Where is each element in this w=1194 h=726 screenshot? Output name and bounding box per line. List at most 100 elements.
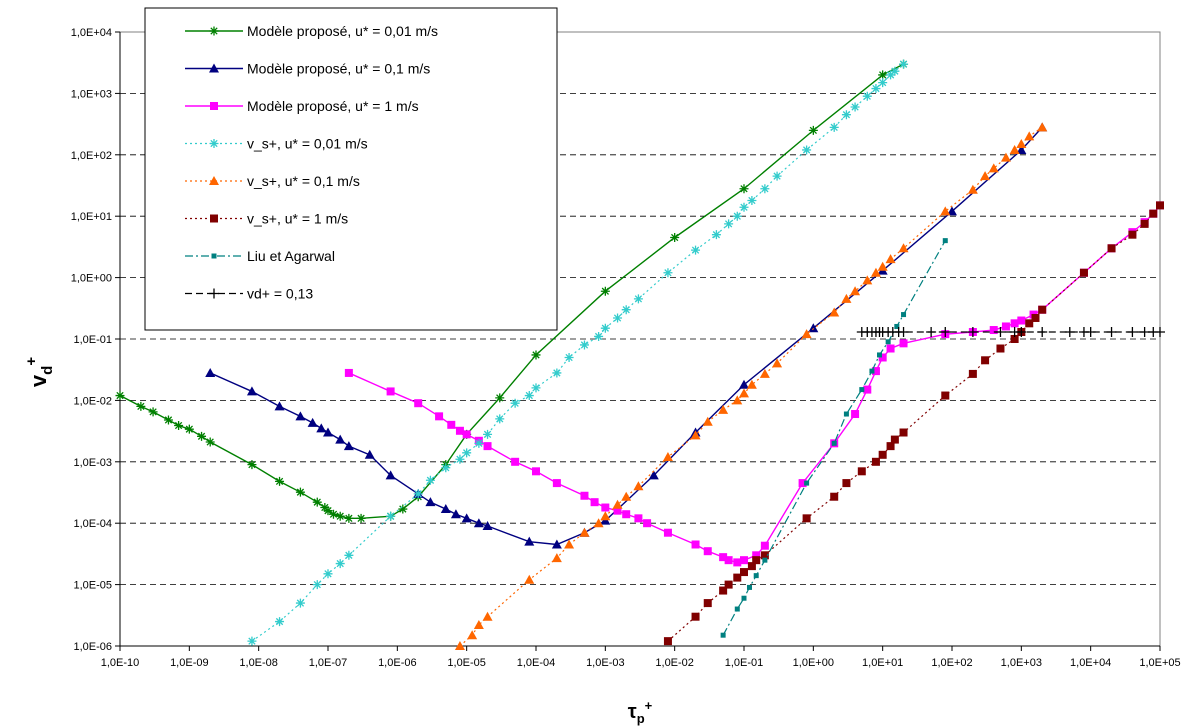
marker-shape — [886, 70, 896, 80]
data-point — [454, 641, 465, 650]
data-point — [343, 441, 354, 451]
data-point — [511, 457, 520, 466]
data-point — [663, 637, 672, 646]
data-point — [312, 580, 322, 590]
marker-shape — [886, 344, 895, 353]
data-point — [295, 487, 305, 497]
data-point — [747, 196, 757, 206]
legend-entry: Liu et Agarwal — [185, 248, 335, 264]
x-tick-label: 1,0E-08 — [239, 657, 278, 669]
x-tick-label: 1,0E-04 — [517, 657, 556, 669]
marker-shape — [1140, 219, 1149, 228]
data-point — [450, 509, 461, 519]
data-point — [772, 358, 783, 368]
data-point — [886, 70, 896, 80]
data-point — [634, 514, 643, 523]
data-point — [524, 536, 535, 546]
series-layer — [115, 59, 1165, 650]
marker-shape — [174, 421, 184, 431]
marker-shape — [1106, 327, 1117, 338]
data-point — [323, 506, 333, 516]
x-tick-label: 1,0E-06 — [378, 657, 417, 669]
data-point — [1156, 201, 1164, 210]
data-point — [594, 331, 604, 341]
marker-shape — [335, 434, 346, 444]
marker-shape — [621, 305, 631, 315]
data-point — [878, 450, 887, 459]
legend-label: v_s+, u* = 1 m/s — [247, 211, 348, 227]
data-point — [808, 125, 818, 135]
marker-shape — [594, 331, 604, 341]
data-point — [1016, 138, 1027, 148]
data-point — [857, 467, 866, 476]
marker-shape — [862, 275, 873, 285]
data-point — [462, 430, 471, 439]
marker-shape — [926, 327, 937, 338]
data-point — [942, 238, 948, 244]
data-point — [996, 344, 1005, 353]
marker-shape — [1155, 327, 1165, 338]
data-point — [564, 539, 575, 549]
marker-shape — [967, 184, 978, 194]
marker-shape — [898, 327, 909, 338]
marker-shape — [989, 326, 998, 335]
marker-shape — [663, 528, 672, 537]
marker-shape — [1016, 138, 1027, 148]
marker-shape — [871, 367, 880, 376]
data-point — [1155, 327, 1165, 338]
marker-shape — [209, 139, 219, 148]
marker-shape — [600, 286, 610, 296]
marker-shape — [210, 102, 218, 110]
data-point — [940, 206, 951, 216]
marker-shape — [425, 475, 435, 485]
data-point — [841, 293, 852, 303]
data-point — [524, 574, 535, 584]
marker-shape — [580, 491, 589, 500]
marker-shape — [455, 426, 464, 435]
marker-shape — [843, 411, 849, 417]
marker-shape — [613, 313, 623, 323]
data-point — [733, 573, 742, 582]
marker-shape — [940, 327, 951, 338]
marker-shape — [841, 293, 852, 303]
data-point — [901, 312, 907, 318]
data-point — [885, 339, 891, 345]
data-point — [989, 326, 998, 335]
marker-shape — [209, 63, 219, 73]
marker-shape — [136, 401, 146, 411]
data-point — [752, 556, 761, 565]
marker-shape — [633, 294, 643, 304]
marker-shape — [307, 417, 318, 427]
data-point — [601, 503, 610, 512]
data-point — [1000, 152, 1011, 162]
data-point — [323, 427, 333, 437]
data-point — [1016, 144, 1027, 154]
data-point — [740, 556, 748, 565]
data-point — [967, 327, 978, 338]
marker-shape — [901, 312, 907, 318]
marker-shape — [1064, 327, 1075, 338]
data-point — [495, 414, 505, 424]
marker-shape — [885, 254, 896, 264]
marker-shape — [524, 536, 535, 546]
marker-shape — [741, 595, 747, 601]
marker-shape — [804, 480, 810, 486]
data-point — [1064, 327, 1075, 338]
marker-shape — [760, 541, 769, 550]
data-point — [878, 70, 888, 80]
data-point — [890, 435, 899, 444]
marker-shape — [995, 327, 1006, 338]
data-point — [531, 383, 541, 393]
data-point — [1010, 319, 1019, 328]
marker-shape — [1025, 319, 1034, 328]
marker-shape — [733, 558, 742, 567]
marker-shape — [772, 171, 782, 181]
marker-shape — [115, 391, 125, 401]
marker-shape — [295, 411, 306, 421]
marker-shape — [1000, 152, 1011, 162]
data-point — [690, 430, 701, 440]
marker-shape — [648, 470, 659, 480]
data-point — [862, 91, 872, 101]
marker-shape — [398, 504, 408, 514]
data-point — [600, 323, 610, 333]
